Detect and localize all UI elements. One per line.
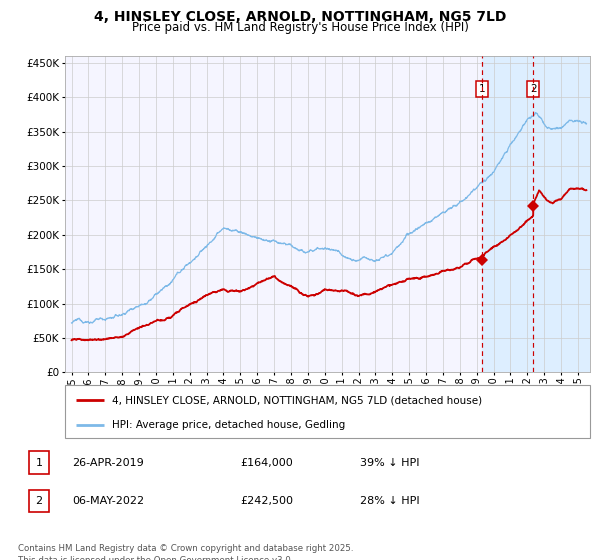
- Text: 2: 2: [35, 496, 43, 506]
- Text: Price paid vs. HM Land Registry's House Price Index (HPI): Price paid vs. HM Land Registry's House …: [131, 21, 469, 34]
- Bar: [482, 56, 598, 372]
- Text: 1: 1: [35, 458, 43, 468]
- Text: Contains HM Land Registry data © Crown copyright and database right 2025.
This d: Contains HM Land Registry data © Crown c…: [18, 544, 353, 560]
- Text: 4, HINSLEY CLOSE, ARNOLD, NOTTINGHAM, NG5 7LD (detached house): 4, HINSLEY CLOSE, ARNOLD, NOTTINGHAM, NG…: [112, 395, 482, 405]
- Text: 2: 2: [530, 84, 536, 94]
- Text: 1: 1: [479, 84, 485, 94]
- Text: £242,500: £242,500: [240, 496, 293, 506]
- Text: £164,000: £164,000: [240, 458, 293, 468]
- Text: 28% ↓ HPI: 28% ↓ HPI: [360, 496, 419, 506]
- Text: 06-MAY-2022: 06-MAY-2022: [72, 496, 144, 506]
- Text: 4, HINSLEY CLOSE, ARNOLD, NOTTINGHAM, NG5 7LD: 4, HINSLEY CLOSE, ARNOLD, NOTTINGHAM, NG…: [94, 10, 506, 24]
- Text: HPI: Average price, detached house, Gedling: HPI: Average price, detached house, Gedl…: [112, 420, 346, 430]
- Text: 26-APR-2019: 26-APR-2019: [72, 458, 144, 468]
- Text: 39% ↓ HPI: 39% ↓ HPI: [360, 458, 419, 468]
